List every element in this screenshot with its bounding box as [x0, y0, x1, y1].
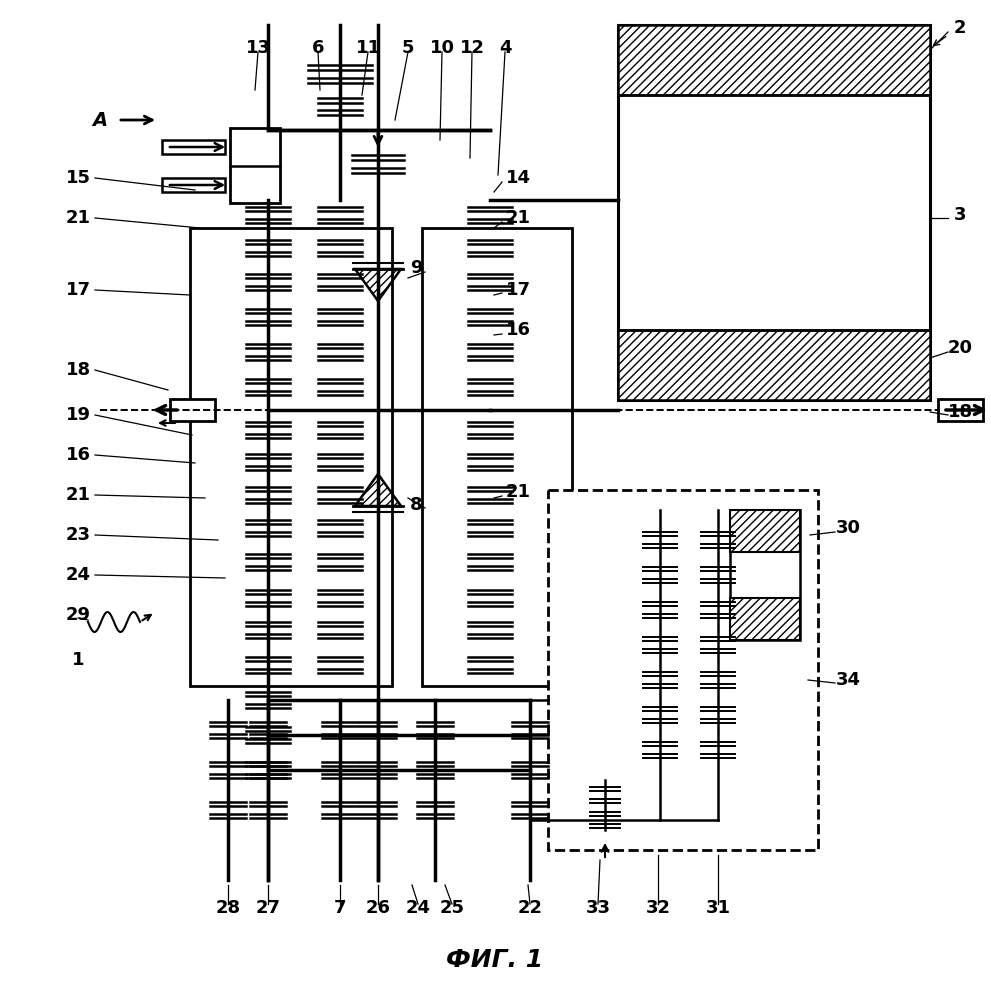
Bar: [618, 25, 930, 400]
Bar: [162, 140, 225, 154]
Text: 29: 29: [65, 606, 90, 624]
Text: 1: 1: [71, 651, 84, 669]
Text: 28: 28: [215, 899, 241, 917]
Bar: [170, 399, 215, 421]
Text: 17: 17: [505, 281, 530, 299]
Text: 25: 25: [439, 899, 465, 917]
Bar: [938, 399, 983, 421]
Bar: [230, 128, 280, 203]
Text: 24: 24: [405, 899, 430, 917]
Text: 30: 30: [835, 519, 860, 537]
Bar: [422, 228, 572, 686]
Text: 22: 22: [517, 899, 542, 917]
Text: 9: 9: [409, 259, 422, 277]
Bar: [190, 228, 392, 686]
Text: 11: 11: [356, 39, 381, 57]
Text: 33: 33: [586, 899, 610, 917]
Text: 21: 21: [65, 486, 90, 504]
Text: 12: 12: [460, 39, 485, 57]
Text: 3: 3: [953, 206, 966, 224]
Text: 20: 20: [947, 339, 972, 357]
Bar: [548, 490, 818, 850]
Text: 16: 16: [65, 446, 90, 464]
Bar: [730, 510, 800, 552]
Text: 18: 18: [65, 361, 90, 379]
Polygon shape: [355, 269, 401, 301]
Text: 32: 32: [645, 899, 671, 917]
Bar: [162, 178, 225, 192]
Text: 16: 16: [505, 321, 530, 339]
Bar: [618, 330, 930, 400]
Text: 7: 7: [334, 899, 346, 917]
Text: 15: 15: [65, 169, 90, 187]
Text: 17: 17: [65, 281, 90, 299]
Text: 24: 24: [65, 566, 90, 584]
Text: 5: 5: [401, 39, 414, 57]
Text: 2: 2: [953, 19, 966, 37]
Text: 4: 4: [498, 39, 511, 57]
Bar: [730, 598, 800, 640]
Text: 21: 21: [505, 483, 530, 501]
Text: 27: 27: [256, 899, 280, 917]
Text: 34: 34: [835, 671, 860, 689]
Text: 10: 10: [429, 39, 455, 57]
Bar: [730, 510, 800, 640]
Text: ФИГ. 1: ФИГ. 1: [446, 948, 543, 972]
Text: 23: 23: [65, 526, 90, 544]
Polygon shape: [355, 474, 401, 506]
Text: 21: 21: [65, 209, 90, 227]
Text: 31: 31: [706, 899, 730, 917]
Text: 19: 19: [65, 406, 90, 424]
Text: 6: 6: [312, 39, 324, 57]
Text: 13: 13: [246, 39, 271, 57]
Text: 8: 8: [409, 496, 422, 514]
Text: 18: 18: [947, 403, 972, 421]
Text: 26: 26: [366, 899, 390, 917]
Bar: [618, 25, 930, 95]
Text: 14: 14: [505, 169, 530, 187]
Text: А: А: [92, 110, 108, 129]
Text: 21: 21: [505, 209, 530, 227]
